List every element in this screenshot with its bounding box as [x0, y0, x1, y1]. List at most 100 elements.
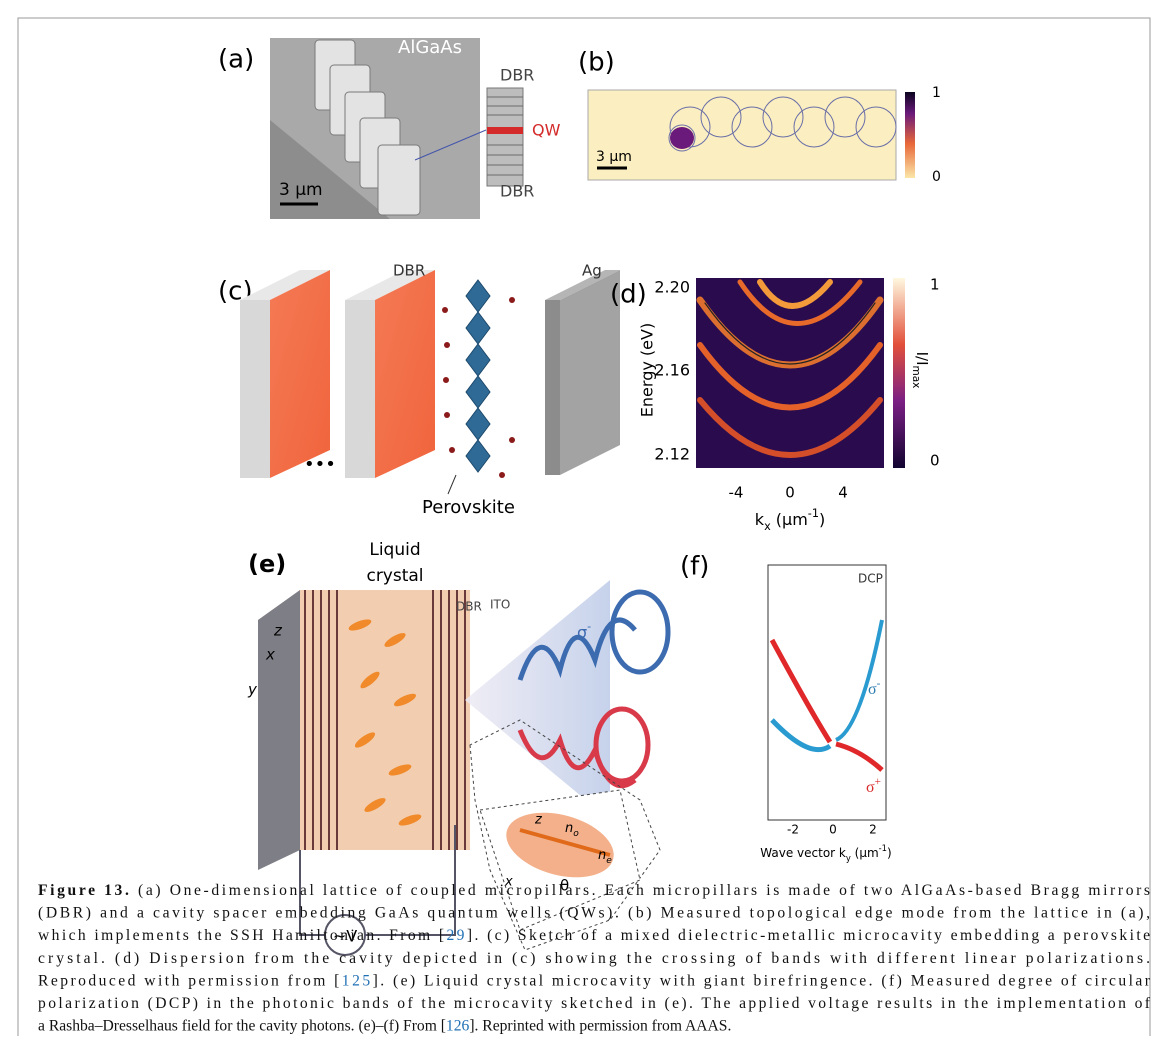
ito-label: ITO	[490, 598, 510, 612]
scale-label: 3 μm	[596, 149, 632, 165]
x-tick-label: 0	[785, 484, 795, 502]
text-part: -	[587, 620, 591, 633]
colorbar-label: I/Imax	[910, 352, 932, 389]
leader-line	[448, 475, 456, 494]
text-part: σ	[577, 623, 587, 642]
ag-side	[545, 300, 560, 475]
text-part: -1	[879, 843, 887, 853]
panel-f: (f) DCP σ- σ+ -2 0 2 Wave vector ky (μm-…	[680, 552, 892, 863]
text-part: n	[598, 848, 606, 863]
text-part: -	[877, 678, 881, 690]
x-tick-label: 2	[869, 823, 877, 837]
text-part: crystal. (d) Dispersion from the cavity …	[38, 949, 1150, 966]
text-part: )	[819, 510, 825, 529]
text-part: e	[606, 856, 612, 866]
text-part: max	[910, 366, 922, 389]
x-tick-label: 4	[838, 484, 848, 502]
text-part: (DBR) and a cavity spacer embedding GaAs…	[38, 904, 1150, 921]
text-part: I/I	[914, 352, 932, 366]
text-part: Reproduced with permission from [	[38, 972, 339, 989]
y-axis-label: Energy (eV)	[638, 323, 657, 417]
emission-cone	[465, 580, 610, 820]
caption-line: (DBR) and a cavity spacer embedding GaAs…	[38, 904, 1150, 921]
text-part: a Rashba–Dresselhaus field for the cavit…	[38, 1017, 446, 1034]
caption: Figure 13. (a) One-dimensional lattice o…	[38, 882, 1151, 1035]
ag-label: Ag	[582, 262, 602, 280]
text-part: ]. Reprinted with permission from AAAS.	[469, 1017, 731, 1034]
edge-mode	[670, 127, 694, 149]
material-label: AlGaAs	[398, 37, 462, 58]
panel-b: (b) 3 μm 1 0	[578, 48, 941, 186]
x-axis-label: Wave vector ky (μm-1)	[760, 843, 891, 863]
caption-line: polarization (DCP) in the photonic bands…	[38, 995, 1151, 1012]
caption-line: Reproduced with permission from [125]. (…	[38, 972, 1151, 989]
perovskite-octahedra	[466, 280, 490, 472]
text-part: +	[875, 776, 881, 788]
caption-line: which implements the SSH Hamiltonian. Fr…	[38, 927, 1150, 944]
panel-d: (d) 2.20 2.16 2.12 Energy (eV) -4 0 4 kx…	[610, 276, 940, 533]
text-part: Figure 13.	[38, 882, 129, 899]
dbr-pillar	[487, 88, 523, 186]
panel-label: (d)	[610, 280, 647, 310]
panel-label: (a)	[218, 45, 254, 75]
inset-z: z	[534, 813, 543, 828]
dbr-label: DBR	[456, 600, 482, 614]
colorbar-min: 0	[930, 452, 940, 470]
y-tick-label: 2.20	[654, 278, 690, 297]
panel-label: (b)	[578, 48, 615, 78]
text-part: which implements the SSH Hamiltonian. Fr…	[38, 927, 444, 944]
colorbar-max: 1	[930, 276, 940, 294]
text-part: (a) One-dimensional lattice of coupled m…	[131, 882, 1150, 899]
figure-page: (a) AlGaAs DBR QW DBR 3 μm (b) 3 μm	[0, 0, 1167, 1045]
mode-map	[588, 90, 896, 180]
y-tick-label: 2.16	[654, 361, 690, 380]
text-part: Wave vector k	[760, 846, 846, 860]
text-part: n	[565, 821, 573, 836]
colorbar-max: 1	[932, 85, 941, 101]
perovskite-label: Perovskite	[422, 497, 515, 518]
dbr-label: DBR	[500, 66, 534, 85]
panel-a: (a) AlGaAs DBR QW DBR 3 μm	[218, 37, 561, 219]
axis-z: z	[273, 622, 283, 640]
qw-label: QW	[532, 121, 561, 140]
y-tick-label: 2.12	[654, 445, 690, 464]
x-tick-label: 0	[829, 823, 837, 837]
colorbar	[905, 92, 915, 178]
caption-line: Figure 13. (a) One-dimensional lattice o…	[38, 882, 1150, 899]
text-part: (μm	[851, 846, 879, 860]
text-part: ]. (e) Liquid crystal microcavity with g…	[373, 972, 1151, 989]
x-tick-label: -4	[729, 484, 744, 502]
colorbar-min: 0	[932, 169, 941, 185]
dcp-label: DCP	[858, 572, 883, 586]
cell-front	[300, 590, 470, 850]
text-part: polarization (DCP) in the photonic bands…	[38, 995, 1151, 1012]
caption-line: a Rashba–Dresselhaus field for the cavit…	[38, 1017, 731, 1034]
plate-side	[345, 300, 375, 478]
panel-c: (c) DBR Ag ••• Perovskite	[218, 262, 620, 519]
dbr-label: DBR	[500, 182, 534, 201]
x-tick-label: -2	[787, 823, 799, 837]
axis-y: y	[247, 681, 258, 699]
panel-label: (f)	[680, 552, 709, 582]
text-part: o	[573, 829, 579, 839]
dbr-plate	[375, 270, 435, 478]
dots: •••	[304, 454, 336, 475]
plate-side	[240, 300, 270, 478]
text-part: (μm	[771, 510, 808, 529]
dbr-label: DBR	[393, 262, 425, 280]
y-tick-labels: 2.20 2.16 2.12	[654, 278, 690, 464]
text-part: -1	[808, 507, 819, 520]
text-part: )	[887, 846, 892, 860]
lc-label: crystal	[366, 566, 423, 586]
text-part: 126	[446, 1017, 470, 1034]
text-part: 125	[342, 972, 371, 989]
x-axis-label: kx (μm-1)	[755, 507, 825, 533]
caption-line: crystal. (d) Dispersion from the cavity …	[38, 949, 1150, 966]
dbr-plate	[270, 270, 330, 478]
text-part: ]. (c) Sketch of a mixed dielectric-meta…	[467, 927, 1150, 944]
scale-label: 3 μm	[279, 180, 323, 200]
lc-label: Liquid	[369, 540, 420, 560]
axis-x: x	[265, 646, 275, 664]
panel-label: (e)	[248, 550, 286, 578]
colorbar	[893, 278, 905, 468]
